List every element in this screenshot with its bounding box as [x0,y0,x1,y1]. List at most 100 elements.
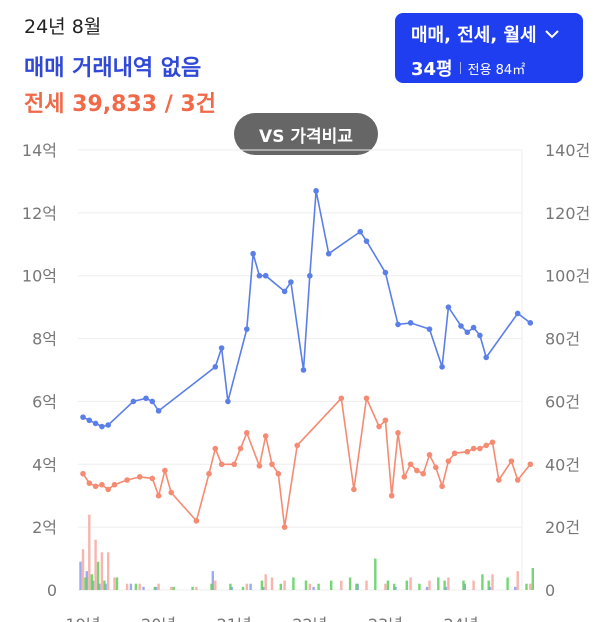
data-point [111,481,118,488]
grid [78,149,523,591]
y-tick-label-right: 80건 [545,330,580,349]
y-tick-label-right: 100건 [545,267,590,286]
trade-types-label: 매매, 전세, 월세 [411,25,537,46]
data-point [212,364,219,370]
volume-bar [444,586,448,590]
vs-compare-button[interactable]: VS 가격비교 [234,113,378,155]
volume-bar [94,539,97,590]
x-axis: 19년 20년 21년 22년 23년 24년 [65,615,478,622]
y-tick-label-left: 4억 [32,455,57,474]
data-point [168,489,174,496]
data-point [225,398,231,405]
volume-bar [157,583,160,590]
data-point [445,458,452,464]
data-point [307,272,313,279]
data-point [99,481,105,488]
volume-bar [312,586,315,590]
volume-bar [264,574,267,590]
data-point [439,483,445,490]
data-point [357,228,364,235]
data-point [388,492,395,499]
data-point [294,442,301,449]
data-point [244,326,250,332]
volume-bar [384,583,387,590]
data-point [155,492,162,499]
data-point [193,518,200,524]
data-point [92,420,99,427]
size-label: 34평 [411,59,453,80]
volume-bar [506,577,509,590]
data-point [382,417,389,424]
volume-bar [472,580,475,590]
data-point [237,445,244,452]
data-point [414,467,420,474]
data-point [395,430,401,436]
volume-bar [283,580,286,590]
data-point [80,470,86,477]
volume-bar [292,577,295,590]
y-tick-label-right: 0 [545,581,555,600]
volume-bar [487,580,490,590]
volume-bar [491,574,494,590]
data-point [420,470,427,477]
volume-bar [463,583,466,590]
volume-bar [241,586,245,590]
volume-bar [172,586,175,590]
volume-bar [100,552,104,590]
data-point [80,414,86,420]
x-tick-label: 24년 [443,615,478,622]
volume-bar [525,583,528,590]
volume-bar [447,577,450,590]
volume-bar [394,586,397,590]
volume-bar [245,583,248,590]
area-label: 전용 84㎡ [467,62,526,78]
data-point [212,445,219,452]
data-point [395,321,401,328]
volume-bar [211,571,214,590]
data-point [527,461,534,468]
trade-filter-button[interactable]: 매매, 전세, 월세 34평 전용 84㎡ [395,13,583,83]
data-point [470,324,477,331]
data-point [244,430,250,436]
volume-bar [393,583,396,590]
data-point [105,422,111,428]
data-point [86,480,93,486]
volume-bar [428,580,431,590]
y-axis-left: 0 2억 4억 6억 8억 10억 12억 14억 [22,141,57,600]
data-point [483,442,490,449]
data-point [376,423,382,430]
volume-bar [107,552,110,590]
volume-bar [365,580,368,590]
volume-bar [262,586,265,590]
volume-bar [142,586,145,590]
volume-bar [195,586,198,590]
data-point [407,461,414,468]
data-point [433,464,439,471]
data-point [407,320,414,326]
data-point [325,250,332,257]
volume-bar [214,580,217,590]
volume-bar [437,577,440,590]
data-point [363,395,370,402]
data-point [382,269,389,276]
data-point [206,470,212,477]
data-point [281,288,288,295]
volume-bar [356,583,359,590]
y-axis-right: 0 20건 40건 60건 80건 100건 120건 140건 [545,141,590,600]
data-point [92,483,99,490]
data-point [105,486,111,493]
volume-bar [425,586,429,590]
volume-bar [90,574,93,590]
y-tick-label-right: 140건 [545,141,590,160]
volume-bar [514,586,517,590]
data-point [477,445,483,452]
sale-status: 매매 거래내역 없음 [24,56,202,81]
volume-bar [104,583,107,590]
y-tick-label-right: 60건 [545,392,580,411]
volume-bar [317,583,320,590]
data-point [363,238,370,244]
volume-bar [386,580,390,590]
y-tick-label-left: 14억 [22,141,57,160]
x-tick-label: 23년 [368,615,403,622]
data-point [269,461,275,468]
